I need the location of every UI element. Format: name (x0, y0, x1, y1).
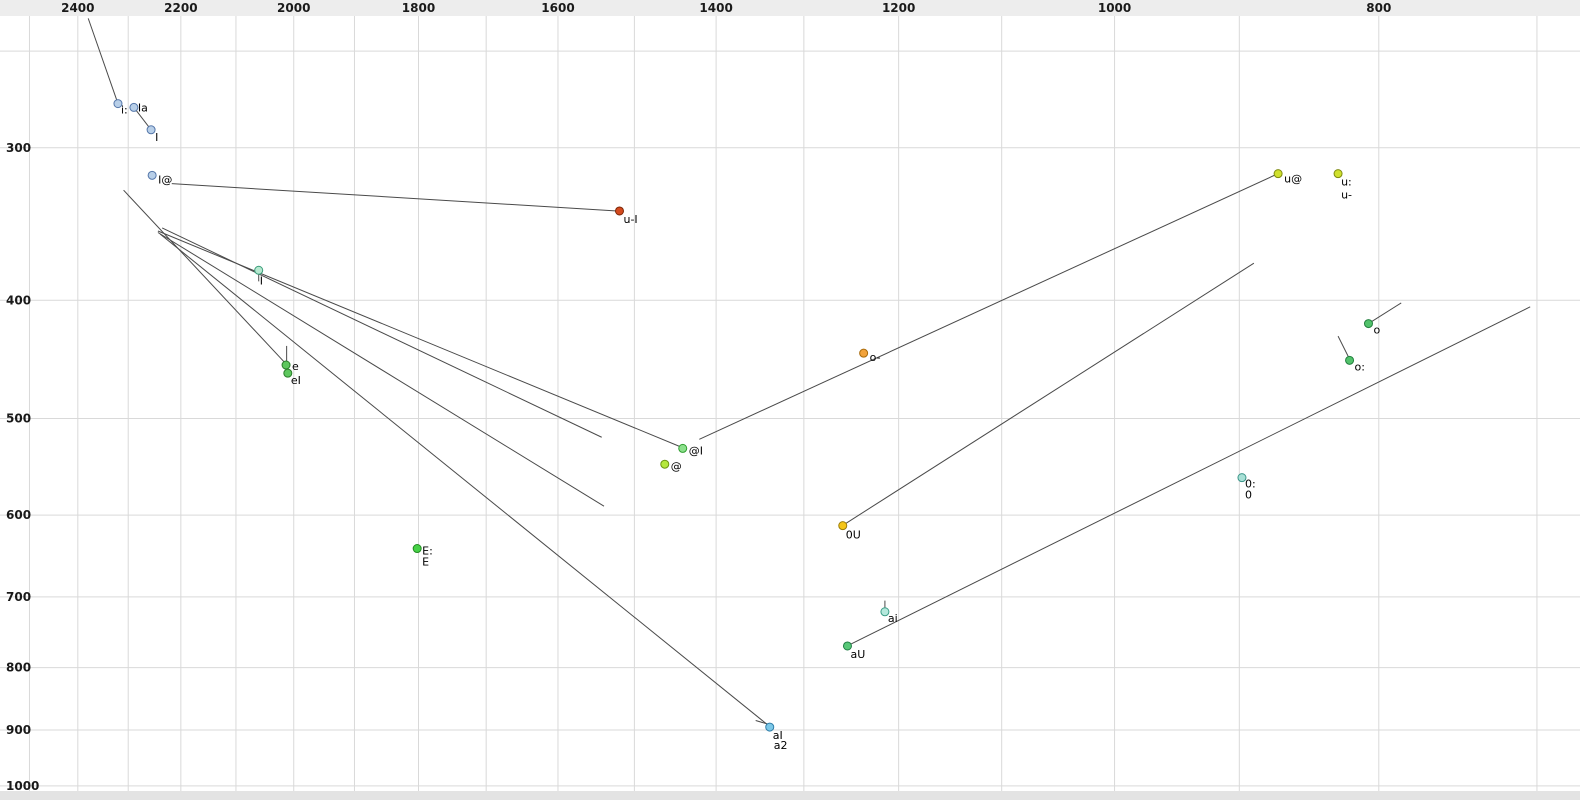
vowel-point (147, 170, 157, 180)
vowel-point (842, 641, 852, 651)
vowel-point (281, 360, 291, 370)
vowel-label: I (260, 274, 263, 287)
vowel-label: u: (1341, 176, 1352, 189)
vowel-label: u-I (623, 213, 637, 226)
top-axis-band (0, 0, 1580, 16)
vowel-label: i: (121, 104, 128, 117)
vowel-point (129, 102, 139, 112)
x-axis-tick-label: 1600 (541, 1, 574, 15)
trajectory-line (848, 306, 1531, 646)
x-axis-tick-label: 1200 (882, 1, 915, 15)
vowel-point (1333, 169, 1343, 179)
trajectory-line (1368, 302, 1402, 325)
vowel-label: eI (291, 374, 301, 387)
y-axis-tick-label: 1000 (6, 779, 39, 793)
trajectory-line (843, 262, 1255, 526)
vowel-label: E: (422, 545, 433, 558)
vowel-annotation-label: 0 (1245, 489, 1252, 502)
trajectory-line (171, 183, 618, 212)
trajectory-line (123, 189, 286, 364)
vowel-point (412, 544, 422, 554)
trajectory-line (133, 107, 152, 131)
trajectory-line (699, 173, 1279, 440)
vowel-point (1273, 169, 1283, 179)
vowel-label: ai (888, 612, 898, 625)
vowel-label: I (155, 131, 158, 144)
vowel-label: o: (1355, 360, 1365, 373)
vowel-label: Ia (138, 101, 148, 114)
vowel-annotation-label: E (422, 556, 429, 569)
y-axis-tick-label: 600 (6, 508, 31, 522)
x-axis-tick-label: 1000 (1098, 1, 1131, 15)
vowel-label: 0U (846, 529, 861, 542)
vowel-label: @ (671, 460, 682, 473)
vowel-point (1363, 319, 1373, 329)
vowel-point (254, 265, 264, 275)
vowel-point (283, 368, 293, 378)
y-axis-tick-label: 500 (6, 412, 31, 426)
y-axis-tick-label: 900 (6, 723, 31, 737)
vowel-annotation-label: u- (1341, 189, 1352, 202)
trajectory-line (157, 232, 605, 507)
trajectory-line (159, 233, 771, 727)
trajectory-line (87, 18, 119, 104)
vowel-label: u@ (1284, 173, 1302, 186)
vowel-label: aI (773, 729, 783, 742)
vowel-point (880, 607, 890, 617)
vowel-point (859, 348, 869, 358)
vowel-label: o- (870, 351, 881, 364)
vowel-point (146, 125, 156, 135)
vowel-label: 0: (1245, 478, 1256, 491)
vowel-point (838, 521, 848, 531)
x-axis-tick-label: 2000 (277, 1, 310, 15)
vowel-point (1237, 473, 1247, 483)
y-axis-tick-label: 700 (6, 590, 31, 604)
trajectory-line (161, 227, 602, 438)
y-axis-tick-label: 400 (6, 293, 31, 307)
trajectory-line (1337, 335, 1351, 360)
vowel-annotation-label: a2 (774, 739, 788, 752)
vowel-label: e (292, 360, 299, 373)
vowel-label: @I (689, 444, 703, 457)
y-axis-tick-label: 800 (6, 661, 31, 675)
vowel-point (765, 722, 775, 732)
x-axis-tick-label: 2400 (61, 1, 94, 15)
x-axis-tick-label: 1400 (699, 1, 732, 15)
vowel-point (678, 443, 688, 453)
vowel-point (614, 206, 624, 216)
vowel-label: I@ (158, 173, 172, 186)
vowel-label: o (1373, 324, 1380, 337)
vowel-label: aU (850, 648, 865, 661)
x-axis-tick-label: 2200 (164, 1, 197, 15)
x-axis-tick-label: 1800 (402, 1, 435, 15)
y-axis-tick-label: 300 (6, 141, 31, 155)
bottom-band (0, 791, 1580, 800)
vowel-point (113, 99, 123, 109)
trajectory-line (755, 720, 769, 725)
vowel-point (1345, 355, 1355, 365)
x-axis-tick-label: 800 (1366, 1, 1391, 15)
vowel-point (660, 459, 670, 469)
